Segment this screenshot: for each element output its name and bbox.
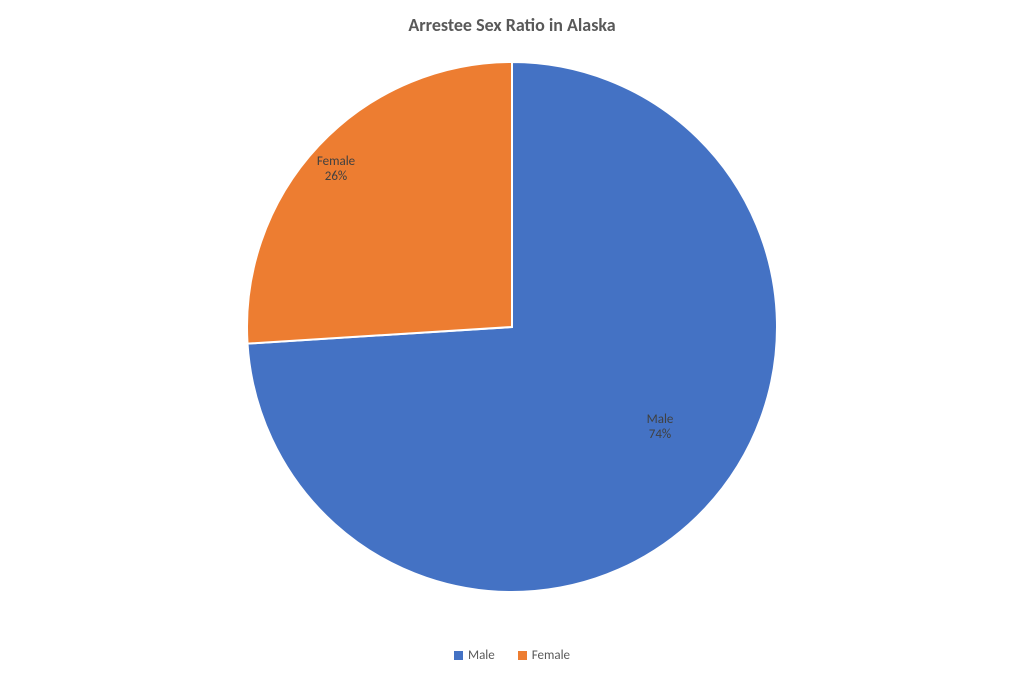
legend-swatch-male: [454, 651, 463, 660]
data-label-female: Female 26%: [317, 155, 355, 185]
data-label-male-name: Male: [647, 413, 674, 428]
data-label-male: Male 74%: [647, 413, 674, 443]
data-label-male-pct: 74%: [647, 428, 674, 443]
legend-label-female: Female: [532, 648, 570, 663]
pie-chart: [247, 62, 777, 592]
chart-container: Arrestee Sex Ratio in Alaska Male 74% Fe…: [0, 0, 1024, 683]
pie-slice-female: [247, 62, 512, 344]
data-label-female-name: Female: [317, 155, 355, 170]
pie-svg: [247, 62, 777, 592]
legend: Male Female: [0, 648, 1024, 664]
data-label-female-pct: 26%: [317, 170, 355, 185]
chart-title: Arrestee Sex Ratio in Alaska: [0, 14, 1024, 36]
legend-item-female: Female: [518, 648, 570, 663]
legend-label-male: Male: [468, 648, 495, 663]
legend-swatch-female: [518, 651, 527, 660]
legend-item-male: Male: [454, 648, 495, 663]
